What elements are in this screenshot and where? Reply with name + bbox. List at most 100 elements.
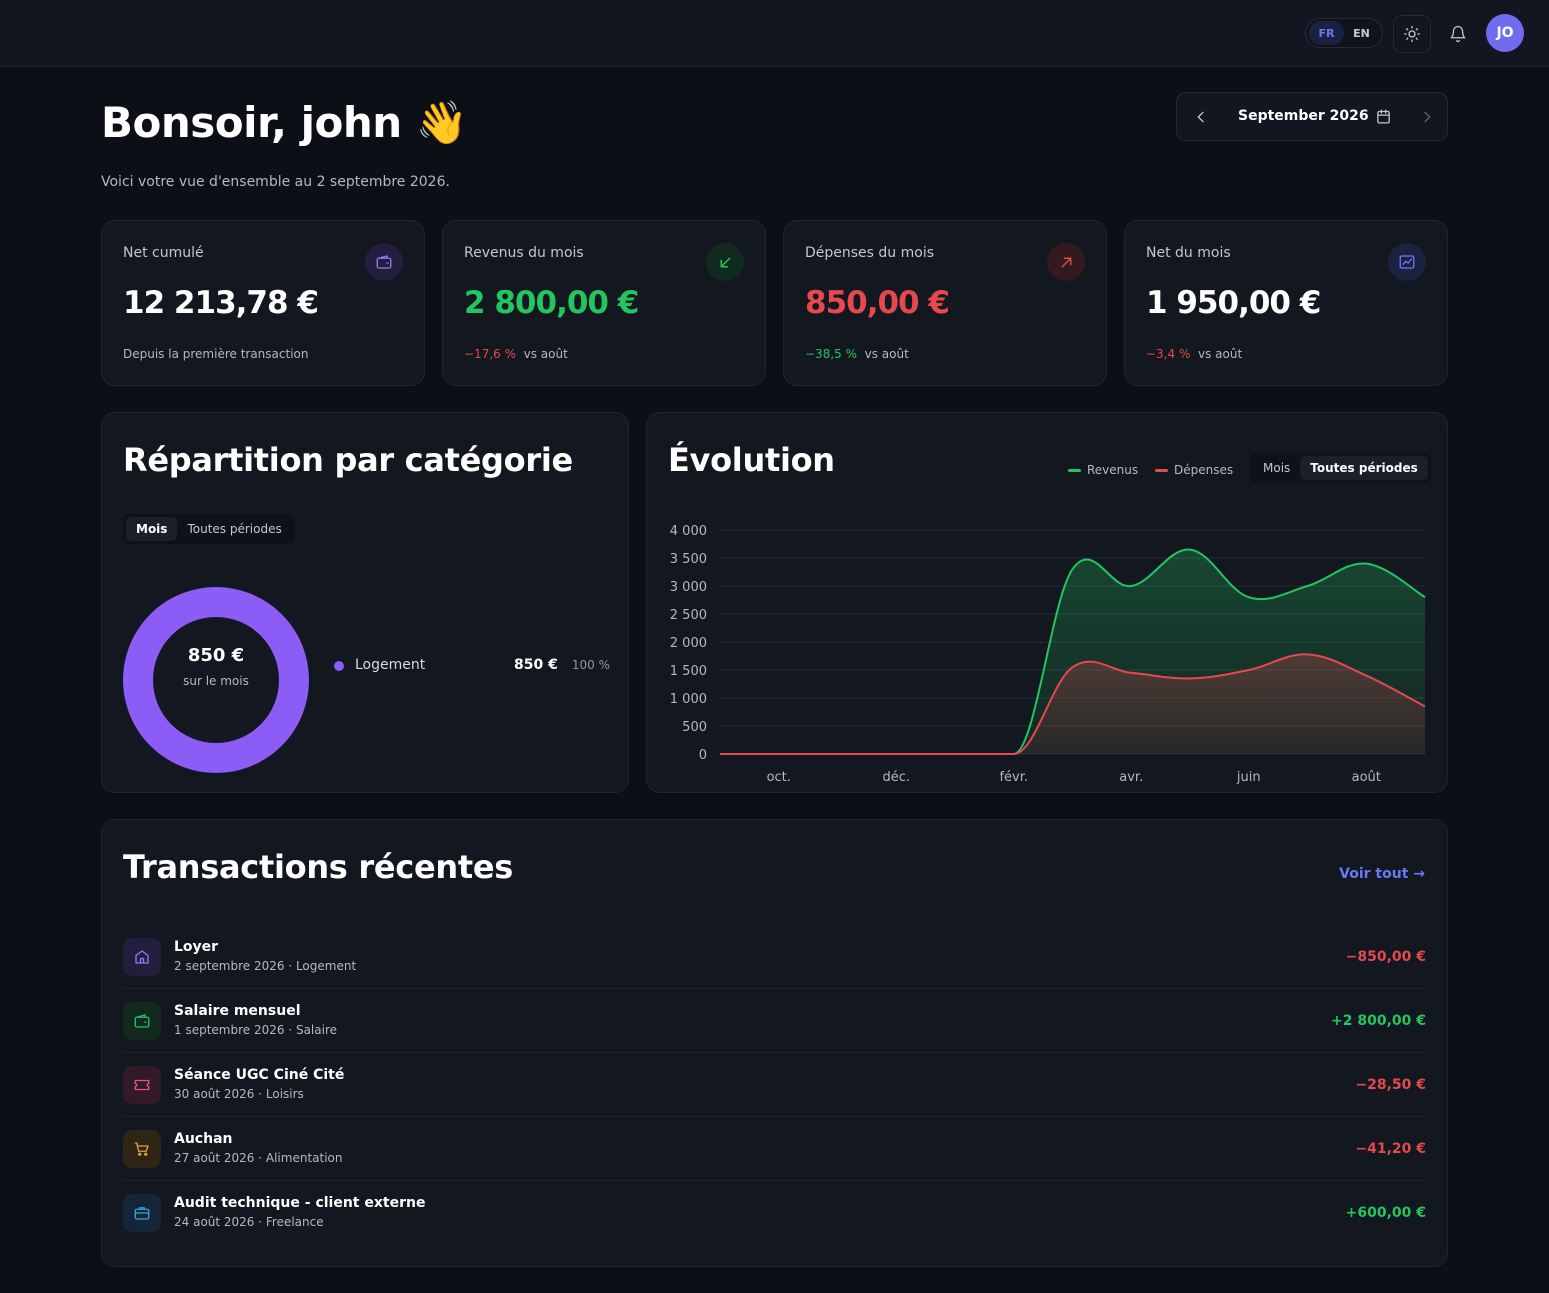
- month-picker: September 2026: [1176, 92, 1448, 141]
- transaction-amount: +2 800,00 €: [1331, 1013, 1426, 1029]
- transaction-row[interactable]: Séance UGC Ciné Cité 30 août 2026 · Lois…: [123, 1053, 1426, 1117]
- stat-footer: vs août: [523, 347, 568, 361]
- stat-card-net-mois: Net du mois 1 950,00 € −3,4 % vs août: [1124, 220, 1448, 386]
- chevron-left-icon: [1197, 111, 1204, 123]
- category-legend-item[interactable]: Logement 850 € 100 %: [334, 656, 610, 676]
- top-bar: FR EN JO: [0, 0, 1549, 67]
- tab-toutes-periodes[interactable]: Toutes périodes: [1300, 456, 1428, 480]
- tab-mois[interactable]: Mois: [126, 517, 178, 541]
- y-tick-label: 4 000: [670, 524, 707, 539]
- category-period-tabs: Mois Toutes périodes: [123, 514, 295, 544]
- evolution-period-tabs: Mois Toutes périodes: [1250, 453, 1431, 483]
- arrow-up-right-icon: [1061, 257, 1071, 267]
- legend-label: Dépenses: [1174, 463, 1234, 477]
- category-title: Répartition par catégorie: [123, 441, 573, 479]
- transaction-icon-badge: [123, 938, 161, 976]
- legend-revenus: Revenus: [1068, 463, 1138, 477]
- transaction-name: Salaire mensuel: [174, 1003, 301, 1019]
- x-tick-label: févr.: [999, 770, 1028, 785]
- transaction-row[interactable]: Audit technique - client externe 24 août…: [123, 1181, 1426, 1245]
- stat-delta: −3,4 %: [1146, 347, 1191, 361]
- evolution-title: Évolution: [668, 441, 835, 479]
- transaction-amount: −41,20 €: [1355, 1141, 1426, 1157]
- tab-mois[interactable]: Mois: [1263, 461, 1291, 475]
- wallet-icon: [376, 255, 392, 269]
- stat-footer-row: −3,4 % vs août: [1146, 347, 1242, 361]
- stat-value: 1 950,00 €: [1146, 285, 1321, 321]
- page-title: Bonsoir, john 👋: [101, 98, 468, 147]
- y-tick-label: 3 500: [670, 552, 707, 567]
- x-tick-label: avr.: [1119, 770, 1143, 785]
- transaction-amount: +600,00 €: [1345, 1205, 1426, 1221]
- lang-en-button[interactable]: EN: [1353, 26, 1370, 40]
- avatar[interactable]: JO: [1486, 14, 1524, 52]
- view-all-link[interactable]: Voir tout →: [1339, 866, 1425, 882]
- recent-transactions-card: Transactions récentes Voir tout → Loyer …: [101, 819, 1448, 1267]
- stat-delta: −17,6 %: [464, 347, 516, 361]
- transactions-title: Transactions récentes: [123, 848, 513, 886]
- tab-toutes-periodes[interactable]: Toutes périodes: [187, 522, 282, 536]
- ticket-icon: [134, 1079, 150, 1091]
- chevron-right-icon: [1424, 111, 1431, 123]
- x-tick-label: oct.: [767, 770, 791, 785]
- stat-footer-row: −17,6 % vs août: [464, 347, 568, 361]
- arrow-down-left-icon: [720, 257, 730, 267]
- prev-month-button[interactable]: [1187, 103, 1215, 131]
- category-percent: 100 %: [571, 658, 610, 672]
- stat-icon-badge: [365, 243, 403, 281]
- legend-depenses: Dépenses: [1155, 463, 1233, 477]
- stat-value: 12 213,78 €: [123, 285, 319, 321]
- stat-footer: Depuis la première transaction: [123, 347, 309, 361]
- stat-footer: vs août: [864, 347, 909, 361]
- stat-icon-badge: [1388, 243, 1426, 281]
- calendar-button[interactable]: [1375, 108, 1392, 129]
- stat-title: Dépenses du mois: [805, 245, 935, 261]
- category-breakdown-card: Répartition par catégorie Mois Toutes pé…: [101, 412, 629, 793]
- stat-title: Revenus du mois: [464, 245, 584, 261]
- transaction-amount: −850,00 €: [1345, 949, 1426, 965]
- transaction-icon-badge: [123, 1130, 161, 1168]
- month-label[interactable]: September 2026: [1238, 108, 1369, 124]
- category-amount: 850 €: [514, 657, 558, 673]
- series-line-depenses: [719, 653, 1426, 755]
- theme-toggle-button[interactable]: [1393, 15, 1431, 53]
- category-name: Logement: [355, 657, 426, 673]
- calendar-icon: [1377, 109, 1390, 124]
- transaction-row[interactable]: Loyer 2 septembre 2026 · Logement −850,0…: [123, 925, 1426, 989]
- donut-center-value: 850 €: [187, 645, 245, 666]
- next-month-button[interactable]: [1413, 103, 1441, 131]
- transaction-meta: 24 août 2026 · Freelance: [174, 1215, 324, 1229]
- stat-value: 850,00 €: [805, 285, 950, 321]
- stat-card-depenses: Dépenses du mois 850,00 € −38,5 % vs aoû…: [783, 220, 1107, 386]
- category-color-dot: [334, 661, 344, 671]
- x-tick-label: déc.: [882, 770, 910, 785]
- stat-icon-badge: [706, 243, 744, 281]
- stat-title: Net du mois: [1146, 245, 1231, 261]
- transaction-icon-badge: [123, 1002, 161, 1040]
- y-tick-label: 500: [682, 720, 707, 735]
- y-tick-label: 3 000: [670, 580, 707, 595]
- y-tick-label: 1 000: [670, 692, 707, 707]
- lang-fr-button[interactable]: FR: [1309, 21, 1344, 45]
- transaction-row[interactable]: Salaire mensuel 1 septembre 2026 · Salai…: [123, 989, 1426, 1053]
- transaction-name: Auchan: [174, 1131, 233, 1147]
- legend-label: Revenus: [1087, 463, 1139, 477]
- transaction-name: Audit technique - client externe: [174, 1195, 426, 1211]
- notifications-button[interactable]: [1439, 15, 1477, 53]
- wallet-icon: [134, 1014, 150, 1028]
- page-subtitle: Voici votre vue d'ensemble au 2 septembr…: [101, 174, 450, 190]
- transaction-meta: 1 septembre 2026 · Salaire: [174, 1023, 337, 1037]
- stat-title: Net cumulé: [123, 245, 204, 261]
- x-tick-label: août: [1352, 770, 1381, 785]
- stat-footer-row: −38,5 % vs août: [805, 347, 909, 361]
- x-tick-label: juin: [1236, 770, 1261, 785]
- stat-footer: vs août: [1198, 347, 1243, 361]
- y-tick-label: 2 500: [670, 608, 707, 623]
- language-switcher: FR EN: [1305, 18, 1383, 48]
- y-tick-label: 2 000: [670, 636, 707, 651]
- transaction-meta: 30 août 2026 · Loisirs: [174, 1087, 304, 1101]
- donut-slice-logement[interactable]: [123, 587, 309, 773]
- transaction-row[interactable]: Auchan 27 août 2026 · Alimentation −41,2…: [123, 1117, 1426, 1181]
- transaction-meta: 27 août 2026 · Alimentation: [174, 1151, 343, 1165]
- trend-chart-icon: [1399, 255, 1415, 269]
